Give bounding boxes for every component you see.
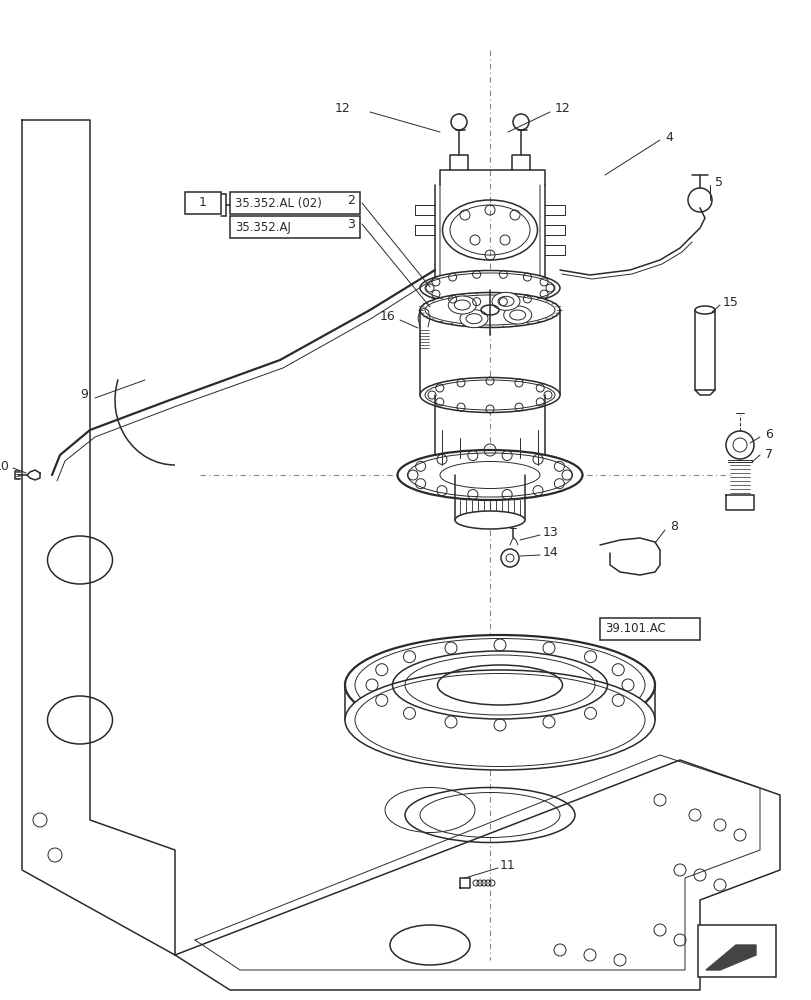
Text: 13: 13: [543, 526, 558, 540]
FancyBboxPatch shape: [185, 192, 221, 214]
FancyBboxPatch shape: [230, 192, 359, 214]
FancyBboxPatch shape: [697, 925, 775, 977]
Text: 14: 14: [543, 546, 558, 560]
Ellipse shape: [454, 511, 525, 529]
Ellipse shape: [491, 292, 519, 310]
Ellipse shape: [419, 377, 560, 412]
Text: 3: 3: [346, 218, 354, 231]
Ellipse shape: [345, 635, 654, 735]
Ellipse shape: [419, 270, 560, 306]
Text: 7: 7: [764, 448, 772, 462]
Ellipse shape: [460, 310, 487, 328]
Text: 9: 9: [80, 388, 88, 401]
Ellipse shape: [397, 450, 581, 500]
Text: 6: 6: [764, 428, 772, 440]
Text: 1: 1: [199, 196, 207, 210]
Text: 39.101.AC: 39.101.AC: [604, 622, 665, 636]
Text: 16: 16: [379, 310, 394, 324]
Text: 35.352.AL (02): 35.352.AL (02): [234, 196, 321, 210]
Ellipse shape: [694, 306, 714, 314]
Polygon shape: [705, 945, 755, 970]
Ellipse shape: [448, 296, 476, 314]
Ellipse shape: [345, 670, 654, 770]
FancyBboxPatch shape: [230, 216, 359, 238]
Text: 12: 12: [554, 102, 570, 115]
FancyBboxPatch shape: [599, 618, 699, 640]
Text: 8: 8: [669, 520, 677, 534]
Text: 2: 2: [346, 194, 354, 207]
Text: 11: 11: [500, 859, 515, 872]
Ellipse shape: [503, 306, 531, 324]
Text: 5: 5: [714, 176, 722, 189]
Text: 4: 4: [664, 131, 672, 144]
Text: 12: 12: [334, 102, 350, 115]
Text: 35.352.AJ: 35.352.AJ: [234, 221, 290, 233]
Text: 10: 10: [0, 460, 10, 473]
Text: 15: 15: [722, 296, 738, 308]
Ellipse shape: [419, 292, 560, 328]
